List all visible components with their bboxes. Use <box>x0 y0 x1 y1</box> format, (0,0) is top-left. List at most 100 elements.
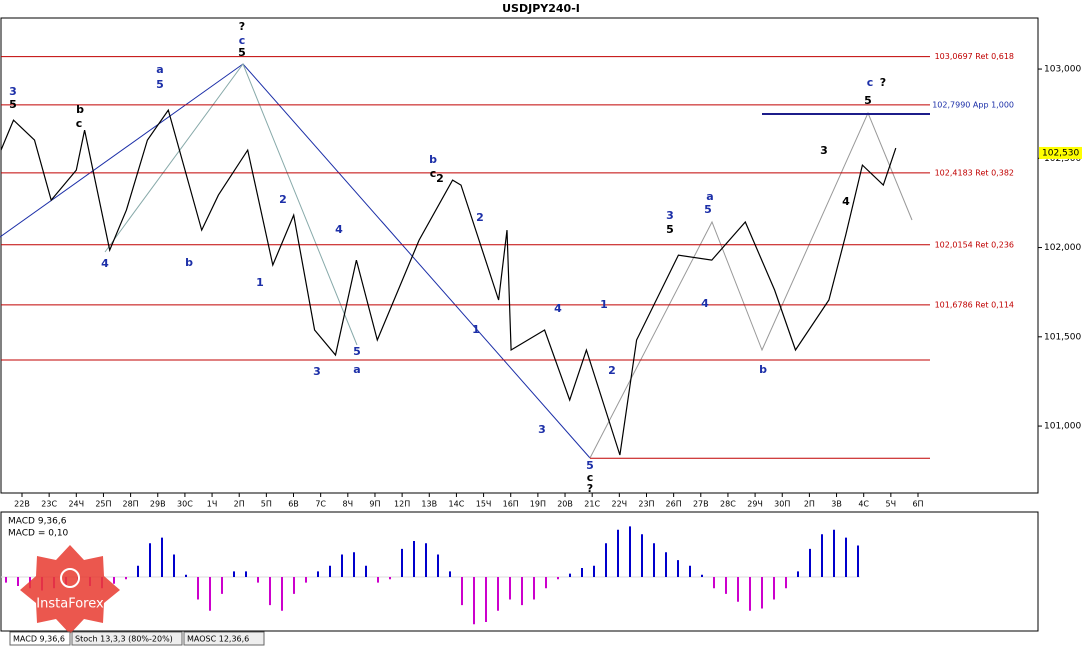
x-tick-label: 6П <box>912 500 923 509</box>
x-tick-label: 25П <box>95 500 111 509</box>
x-tick-label: 14С <box>449 500 465 509</box>
x-tick-label: 16П <box>503 500 519 509</box>
trend-line <box>104 62 358 346</box>
wave-label: 4 <box>842 195 850 208</box>
wave-label: 2 <box>476 211 484 224</box>
level-label: 102,4183 Ret 0,382 <box>935 168 1014 177</box>
wave-lines <box>0 62 930 459</box>
wave-label: ? <box>880 76 886 89</box>
wave-label: 5 <box>353 345 361 358</box>
logo-icon <box>60 568 80 588</box>
wave-label: 4 <box>335 223 343 236</box>
wave-label: 5 <box>586 459 594 472</box>
macd-value: MACD = 0,10 <box>8 529 69 539</box>
wave-label: c <box>239 34 246 47</box>
x-tick-label: 21С <box>584 500 600 509</box>
wave-label: a <box>353 363 360 376</box>
x-tick-label: 15Ч <box>476 500 492 509</box>
current-price-label: 102,530 <box>1042 148 1079 158</box>
x-tick-label: 5Ч <box>886 500 897 509</box>
wave-label: 3 <box>538 423 546 436</box>
wave-label: 3 <box>820 144 828 157</box>
x-tick-label: 2П <box>234 500 245 509</box>
projection-line <box>589 111 913 459</box>
x-tick-label: 23С <box>41 500 57 509</box>
wave-label: 5 <box>864 94 872 107</box>
level-label: 103,0697 Ret 0,618 <box>935 52 1014 61</box>
tab-label[interactable]: MACD 9,36,6 <box>13 635 65 644</box>
level-label: 102,0154 Ret 0,236 <box>935 240 1014 249</box>
wave-label: 2 <box>279 193 287 206</box>
y-tick-label: 103,000 <box>1044 65 1081 75</box>
wave-label: b <box>759 363 767 376</box>
wave-label: 5 <box>9 98 17 111</box>
price-frame <box>0 17 1039 494</box>
wave-label: 3 <box>9 85 17 98</box>
x-tick-label: 23П <box>638 500 654 509</box>
x-tick-label: 22Ч <box>611 500 627 509</box>
wave-label: 5 <box>666 223 674 236</box>
x-tick-label: 9П <box>369 500 380 509</box>
x-tick-label: 5П <box>261 500 272 509</box>
wave-label: b <box>76 103 84 116</box>
price-line <box>0 108 897 456</box>
wave-label: c <box>76 117 83 130</box>
wave-label: 5 <box>704 203 712 216</box>
wave-label: c <box>867 76 874 89</box>
tab <box>9 631 71 646</box>
tab-label[interactable]: Stoch 13,3,3 (80%-20%) <box>75 635 173 644</box>
macd-label: MACD 9,36,6 <box>8 517 67 527</box>
current-price-box <box>1039 146 1082 159</box>
logo: InstaForex <box>20 545 120 634</box>
wave-label: 4 <box>701 297 709 310</box>
tab <box>183 631 265 646</box>
x-tick-label: 27В <box>693 500 709 509</box>
wave-label: a <box>706 190 713 203</box>
wave-label: 2 <box>436 172 444 185</box>
x-tick-label: 12П <box>394 500 410 509</box>
x-tick-label: 30П <box>774 500 790 509</box>
x-tick-label: 28С <box>720 500 736 509</box>
wave-label: 1 <box>472 323 480 336</box>
x-tick-label: 24Ч <box>68 500 84 509</box>
x-tick-label: 29Ч <box>747 500 763 509</box>
wave-label: b <box>429 153 437 166</box>
tab-label[interactable]: MAOSC 12,36,6 <box>187 635 249 644</box>
wave-label: 1 <box>256 276 264 289</box>
x-tick-label: 19П <box>530 500 546 509</box>
y-tick-label: 101,000 <box>1044 422 1081 432</box>
level-label: 101,6786 Ret 0,114 <box>935 300 1014 309</box>
x-tick-label: 8Ч <box>343 500 354 509</box>
wave-label: 2 <box>608 364 616 377</box>
x-tick-label: 4С <box>858 500 869 509</box>
wave-label: 5 <box>156 78 164 91</box>
wave-label: c <box>587 471 594 484</box>
wave-label: b <box>185 256 193 269</box>
logo-badge <box>20 545 120 634</box>
wave-label: 5 <box>238 46 246 59</box>
x-tick-label: 22В <box>14 500 30 509</box>
x-tick-label: 20В <box>557 500 573 509</box>
wave-label: ? <box>587 482 593 495</box>
x-tick-label: 26П <box>666 500 682 509</box>
y-tick-label: 102,000 <box>1044 243 1081 253</box>
wave-label: 3 <box>313 365 321 378</box>
x-tick-label: 3В <box>831 500 842 509</box>
tab <box>71 631 183 646</box>
x-tick-label: 1Ч <box>207 500 218 509</box>
wave-label: ? <box>239 20 245 33</box>
wave-label: 1 <box>600 298 608 311</box>
x-tick-label: 6В <box>288 500 299 509</box>
wave-label: 3 <box>666 209 674 222</box>
wave-label: 4 <box>554 302 562 315</box>
wave-label: a <box>156 63 163 76</box>
level-label: 102,7990 Арр 1,000 <box>932 100 1014 109</box>
x-tick-label: 13В <box>421 500 437 509</box>
macd-frame <box>0 511 1039 632</box>
x-tick-label: 2П <box>804 500 815 509</box>
wave-label: c <box>430 167 437 180</box>
x-tick-label: 28П <box>123 500 139 509</box>
chart-title: USDJPY240-I <box>502 2 580 15</box>
